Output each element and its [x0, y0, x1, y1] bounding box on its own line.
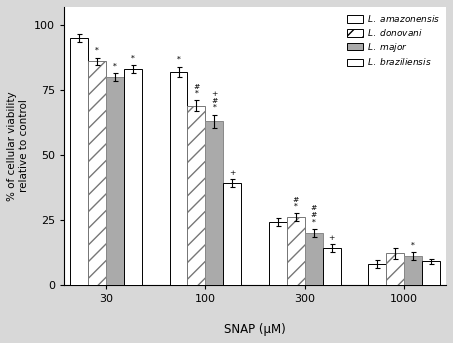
Bar: [368, 264, 386, 285]
Y-axis label: % of cellular viability
relative to control: % of cellular viability relative to cont…: [7, 91, 29, 201]
X-axis label: SNAP (μM): SNAP (μM): [224, 323, 286, 336]
Bar: [404, 256, 422, 285]
Text: *: *: [95, 47, 99, 55]
Text: +: +: [229, 169, 236, 177]
Text: *: *: [113, 62, 117, 71]
Bar: [205, 121, 223, 285]
Text: #
*: # *: [293, 196, 299, 211]
Legend: $\it{L.\ amazonensis}$, $\it{L.\ donovani}$, $\it{L.\ major}$, $\it{L.\ brazilie: $\it{L.\ amazonensis}$, $\it{L.\ donovan…: [345, 11, 442, 69]
Text: *: *: [411, 241, 415, 250]
Bar: [124, 69, 142, 285]
Bar: [305, 233, 323, 285]
Text: #
*: # *: [193, 83, 200, 98]
Bar: [422, 261, 440, 285]
Bar: [323, 248, 341, 285]
Bar: [223, 184, 241, 285]
Bar: [287, 217, 305, 285]
Text: +
#
*: + # *: [211, 90, 217, 112]
Bar: [70, 38, 88, 285]
Bar: [188, 106, 205, 285]
Bar: [88, 61, 106, 285]
Text: #
#
*: # # *: [311, 204, 317, 226]
Bar: [386, 253, 404, 285]
Bar: [269, 222, 287, 285]
Bar: [106, 77, 124, 285]
Text: +: +: [328, 234, 335, 242]
Text: *: *: [177, 56, 180, 64]
Text: *: *: [131, 55, 135, 63]
Bar: [169, 72, 188, 285]
